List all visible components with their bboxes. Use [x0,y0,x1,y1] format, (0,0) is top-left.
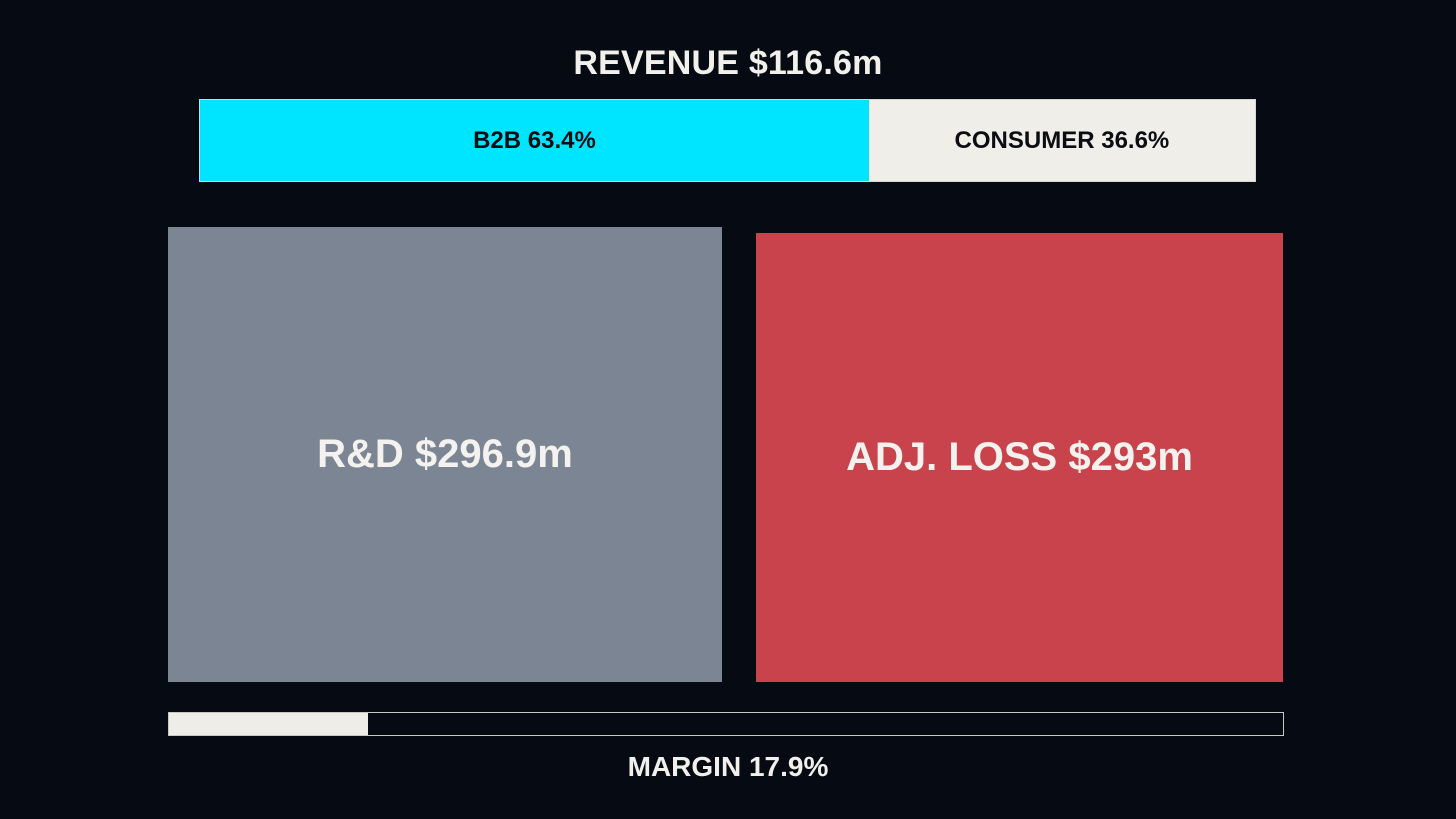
split-segment-b2b: B2B 63.4% [200,100,869,181]
rd-box: R&D $296.9m [168,227,722,682]
margin-label: MARGIN 17.9% [627,751,829,782]
split-segment-label: CONSUMER 36.6% [954,126,1170,154]
adj-loss-box: ADJ. LOSS $293m [756,233,1283,682]
revenue-split-bar: B2B 63.4% CONSUMER 36.6% [199,99,1256,182]
rd-box-label: R&D $296.9m [317,432,573,476]
margin-bar-track [168,712,1284,736]
split-segment-label: B2B 63.4% [473,126,596,154]
revenue-title: REVENUE $116.6m [573,44,883,82]
margin-bar-fill [169,713,369,735]
split-segment-consumer: CONSUMER 36.6% [868,100,1255,181]
adj-loss-box-label: ADJ. LOSS $293m [846,435,1193,479]
